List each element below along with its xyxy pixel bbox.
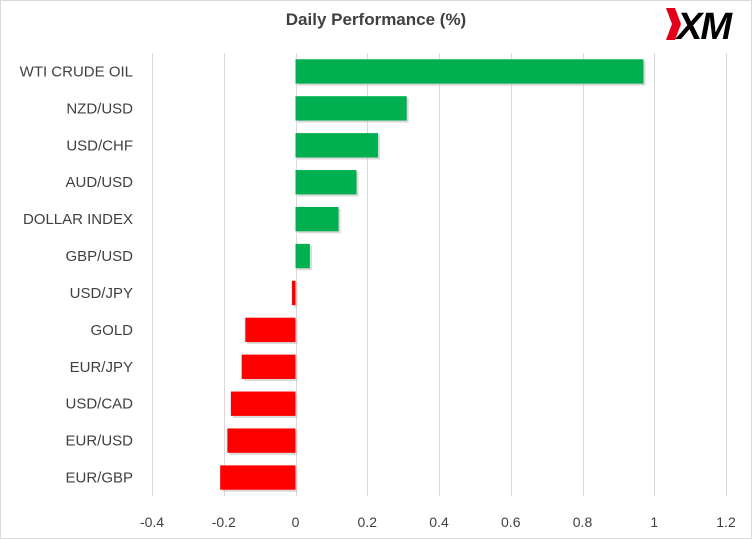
category-label: NZD/USD	[66, 100, 133, 117]
bar	[230, 391, 296, 416]
category-label: GBP/USD	[65, 248, 133, 265]
x-tick-label: 0.4	[429, 514, 449, 530]
x-tick-label: 0	[292, 514, 300, 530]
x-tick-label: 1	[650, 514, 658, 530]
category-label: DOLLAR INDEX	[23, 211, 133, 228]
bar	[295, 133, 379, 158]
bar	[245, 317, 296, 343]
category-label: EUR/GBP	[65, 470, 133, 487]
category-label: WTI CRUDE OIL	[20, 63, 133, 80]
bar	[295, 170, 357, 195]
bar	[295, 96, 407, 121]
category-label: EUR/USD	[65, 433, 133, 450]
x-tick-label: 0.6	[501, 514, 521, 530]
category-label: GOLD	[90, 322, 133, 339]
bar	[241, 354, 296, 379]
x-tick-label: 1.2	[716, 514, 736, 530]
bar-shadow	[293, 282, 298, 308]
x-tick-label: 0.2	[358, 514, 378, 530]
category-label: USD/CHF	[66, 137, 133, 154]
category-label: USD/JPY	[70, 285, 133, 302]
logo-red-stroke	[666, 8, 681, 40]
x-tick-label: 0.8	[573, 514, 593, 530]
category-label: USD/CAD	[65, 396, 133, 413]
category-label: AUD/USD	[65, 174, 133, 191]
chart-title: Daily Performance (%)	[285, 10, 467, 29]
logo-text: XM	[675, 6, 733, 44]
bar	[295, 206, 339, 232]
bar	[295, 243, 310, 269]
bar	[291, 280, 296, 306]
bar	[220, 465, 296, 490]
x-tick-label: -0.2	[212, 514, 236, 530]
bar	[295, 59, 644, 84]
x-tick-label: -0.4	[140, 514, 164, 530]
category-label: EUR/JPY	[70, 359, 133, 376]
xm-logo: XM	[666, 6, 735, 44]
bar	[227, 428, 296, 453]
